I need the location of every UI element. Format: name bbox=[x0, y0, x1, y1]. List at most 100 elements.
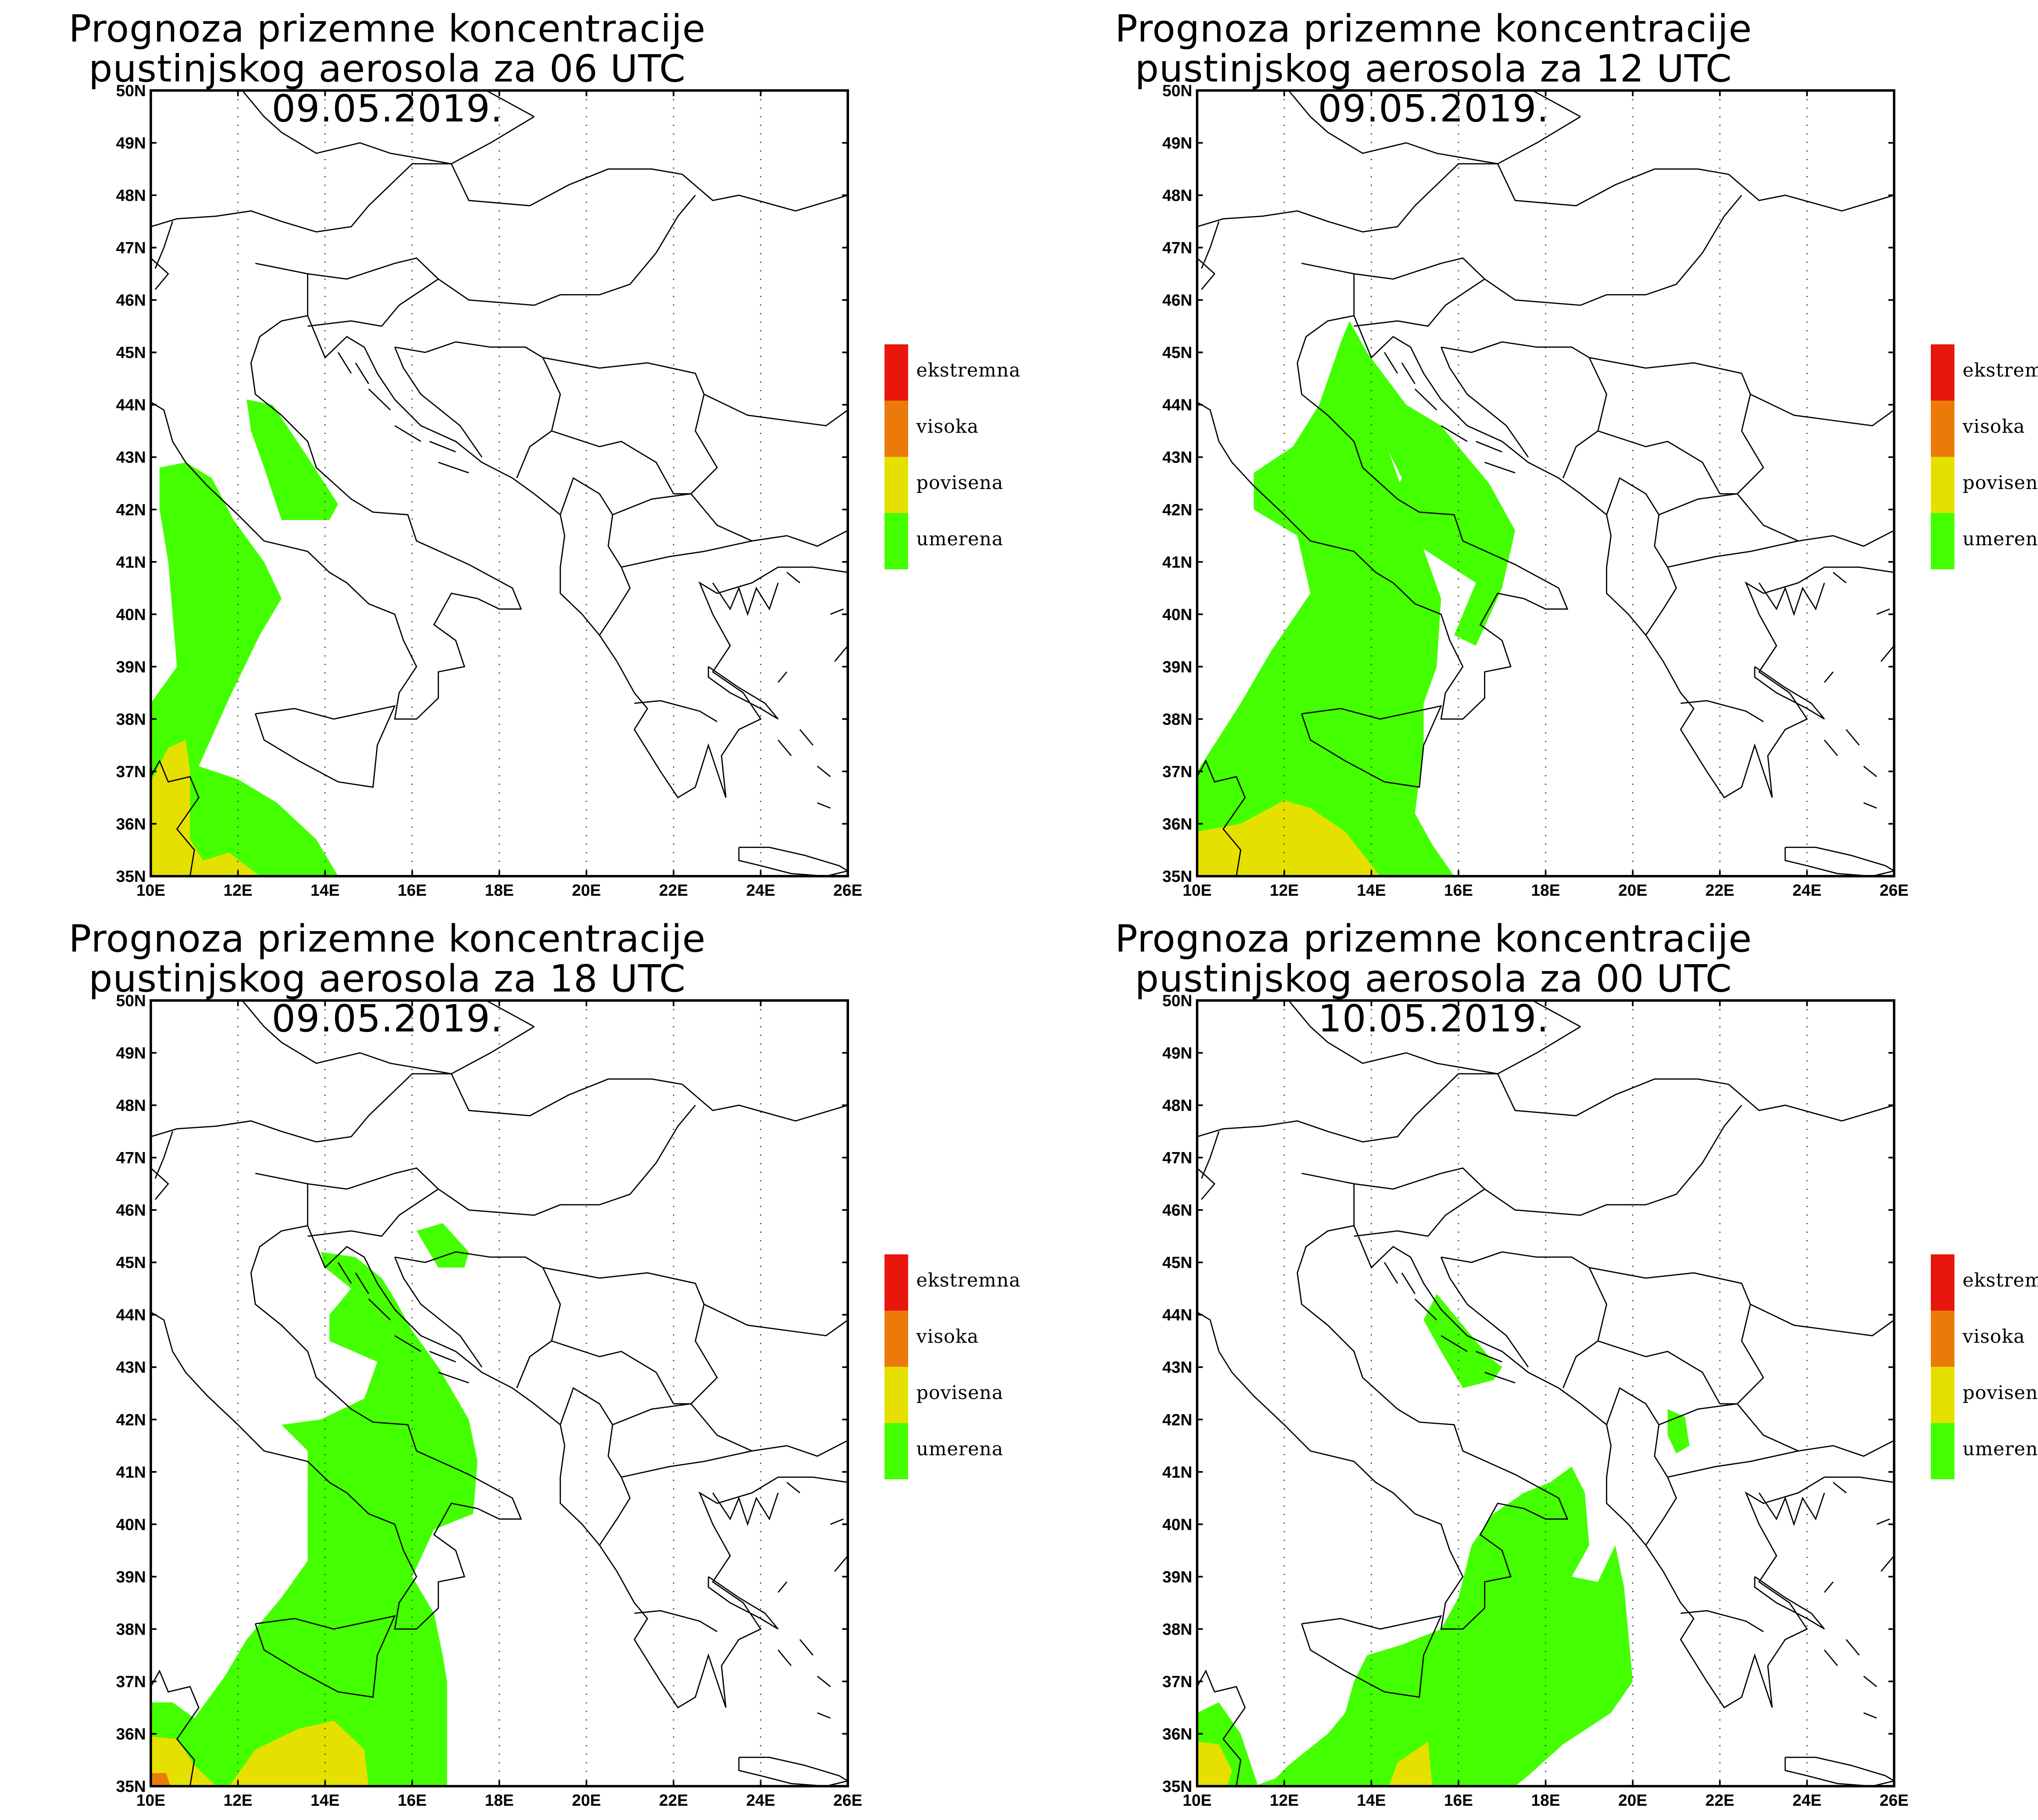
forecast-map: 50N 49N 48N 47N 46N 45N 44N 43N 42N 41N 40N 39N 38N 3… bbox=[116, 82, 862, 899]
lon-label: 22E bbox=[1705, 881, 1734, 899]
country-border bbox=[1354, 1188, 1485, 1237]
island bbox=[1880, 1555, 1894, 1572]
lat-label: 44N bbox=[1162, 1306, 1192, 1324]
panel-title: Prognoza prizemne koncentracije pustinjs… bbox=[1046, 919, 1821, 1039]
legend-item-extreme: ekstremna bbox=[884, 1254, 1072, 1311]
island bbox=[438, 1372, 469, 1384]
lat-label: 39N bbox=[1162, 1568, 1192, 1586]
coastline bbox=[708, 666, 779, 720]
lat-label: 37N bbox=[116, 763, 146, 781]
island bbox=[830, 608, 844, 615]
lon-label: 12E bbox=[1270, 881, 1299, 899]
forecast-map: 50N 49N 48N 47N 46N 45N 44N 43N 42N 41N 40N 39N 38N 3… bbox=[1162, 992, 1909, 1809]
lon-label: 18E bbox=[485, 881, 514, 899]
country-border bbox=[551, 430, 674, 494]
legend-swatch bbox=[884, 401, 908, 457]
coastline bbox=[151, 1669, 200, 1786]
coastline bbox=[307, 315, 848, 799]
coastline bbox=[1301, 705, 1442, 788]
forecast-map: 50N 49N 48N 47N 46N 45N 44N 43N 42N 41N 40N 39N 38N 3… bbox=[116, 992, 862, 1809]
legend-item-high: visoka bbox=[884, 1311, 1072, 1367]
country-border bbox=[1201, 221, 1220, 269]
island bbox=[355, 1272, 369, 1294]
legend-label: ekstremna bbox=[1963, 1269, 2038, 1291]
lat-label: 40N bbox=[1162, 606, 1192, 624]
lon-label: 12E bbox=[1270, 1791, 1299, 1809]
country-border bbox=[560, 1387, 631, 1546]
island bbox=[1833, 1482, 1847, 1494]
lon-label: 26E bbox=[1879, 1791, 1908, 1809]
forecast-panel-06utc: Prognoza prizemne koncentracije pustinjs… bbox=[0, 0, 1046, 910]
country-border bbox=[1354, 278, 1485, 327]
island bbox=[1484, 462, 1515, 474]
country-border bbox=[395, 1251, 561, 1388]
country-border bbox=[704, 394, 848, 427]
country-border bbox=[1659, 1403, 1738, 1426]
lon-label: 10E bbox=[136, 1791, 165, 1809]
lat-label: 50N bbox=[116, 82, 146, 100]
island bbox=[1414, 388, 1437, 411]
island bbox=[777, 1649, 792, 1666]
legend-label: visoka bbox=[1963, 415, 2025, 437]
lat-label: 47N bbox=[1162, 239, 1192, 257]
coastline bbox=[255, 1615, 396, 1698]
island bbox=[1824, 1649, 1838, 1666]
island bbox=[799, 1639, 814, 1656]
lon-label: 18E bbox=[485, 1791, 514, 1809]
lat-label: 50N bbox=[116, 992, 146, 1010]
lon-label: 18E bbox=[1531, 881, 1560, 899]
lon-label: 18E bbox=[1531, 1791, 1560, 1809]
country-border bbox=[1737, 1403, 1799, 1452]
island bbox=[1384, 352, 1398, 374]
legend-label: povisena bbox=[1963, 1382, 2038, 1404]
coastline bbox=[1758, 582, 1825, 617]
coastline bbox=[1353, 1225, 1894, 1709]
lon-label: 24E bbox=[1793, 1791, 1822, 1809]
legend-item-extreme: ekstremna bbox=[1931, 344, 2038, 401]
island bbox=[777, 1581, 787, 1593]
island bbox=[817, 765, 831, 777]
lat-label: 39N bbox=[116, 658, 146, 676]
lat-label: 36N bbox=[116, 815, 146, 833]
coastline bbox=[1353, 315, 1894, 799]
legend-swatch bbox=[884, 457, 908, 513]
island bbox=[1833, 572, 1847, 584]
lat-label: 44N bbox=[116, 396, 146, 414]
legend-label: ekstremna bbox=[1963, 359, 2038, 381]
country-border bbox=[151, 1073, 452, 1143]
legend-item-elevated: povisena bbox=[1931, 1367, 2038, 1423]
legend-label: povisena bbox=[916, 1382, 1004, 1404]
lon-label: 12E bbox=[223, 881, 252, 899]
island bbox=[368, 1298, 391, 1321]
island bbox=[830, 1518, 844, 1525]
lon-label: 20E bbox=[1618, 1791, 1647, 1809]
coastline bbox=[255, 705, 396, 788]
lon-label: 10E bbox=[136, 881, 165, 899]
country-border bbox=[255, 1105, 696, 1216]
lat-label: 48N bbox=[1162, 187, 1192, 205]
coastline bbox=[1197, 1669, 1246, 1786]
island bbox=[337, 352, 352, 374]
moderate-field bbox=[151, 1252, 478, 1786]
lon-label: 22E bbox=[1705, 1791, 1734, 1809]
legend-swatch bbox=[1931, 401, 1954, 457]
country-border bbox=[1728, 1084, 1894, 1122]
legend-label: povisena bbox=[916, 472, 1004, 494]
country-border bbox=[1659, 493, 1738, 516]
country-border bbox=[612, 493, 691, 516]
country-border bbox=[484, 1000, 535, 1027]
coastline bbox=[151, 1225, 522, 1630]
legend-item-elevated: povisena bbox=[884, 1367, 1072, 1423]
coastline bbox=[1784, 846, 1894, 876]
country-border bbox=[690, 1403, 752, 1452]
lat-label: 42N bbox=[1162, 1411, 1192, 1429]
coastline bbox=[1197, 1225, 1568, 1630]
country-border bbox=[560, 477, 631, 636]
lat-label: 36N bbox=[1162, 1725, 1192, 1743]
country-border bbox=[1441, 1251, 1608, 1388]
country-border bbox=[484, 90, 535, 117]
lat-label: 41N bbox=[1162, 553, 1192, 571]
lat-label: 48N bbox=[1162, 1097, 1192, 1115]
lon-label: 14E bbox=[311, 881, 340, 899]
lat-label: 35N bbox=[1162, 1778, 1192, 1796]
